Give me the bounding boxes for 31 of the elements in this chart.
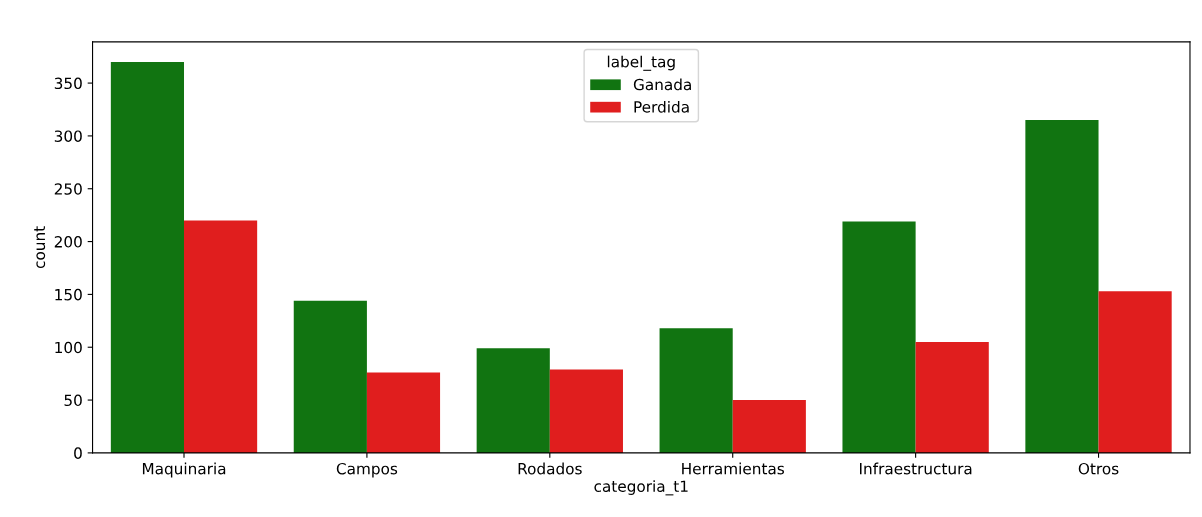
bar bbox=[293, 300, 367, 453]
bar bbox=[184, 220, 258, 453]
bar bbox=[110, 61, 185, 453]
bar bbox=[549, 369, 623, 453]
y-axis-title: count bbox=[34, 226, 46, 269]
y-tick-label: 250 bbox=[54, 183, 82, 195]
bar bbox=[659, 328, 733, 453]
bar bbox=[476, 348, 550, 453]
bar bbox=[732, 400, 806, 453]
x-tick-label: Maquinaria bbox=[142, 462, 226, 478]
bar bbox=[366, 372, 441, 453]
x-tick-label: Rodados bbox=[518, 462, 582, 475]
x-tick-label: Infraestructura bbox=[860, 462, 972, 475]
y-tick-label: 200 bbox=[54, 236, 82, 248]
y-tick-label: 50 bbox=[64, 394, 82, 407]
bar bbox=[842, 221, 916, 453]
y-tick-label: 0 bbox=[74, 447, 82, 459]
bar bbox=[1098, 291, 1172, 453]
x-tick-label: Campos bbox=[336, 462, 398, 478]
bar bbox=[1025, 120, 1099, 453]
y-tick-label: 150 bbox=[55, 288, 82, 301]
x-axis-title: categoria_t1 bbox=[594, 480, 688, 496]
y-tick-label: 300 bbox=[54, 130, 82, 142]
legend-label: Perdida bbox=[634, 100, 689, 113]
legend-title: label_tag bbox=[607, 55, 675, 71]
x-tick-label: Herramientas bbox=[682, 462, 785, 475]
bar bbox=[915, 341, 989, 453]
x-tick-label: Otros bbox=[1078, 462, 1119, 475]
y-tick-label: 100 bbox=[55, 341, 82, 354]
legend-label: Ganada bbox=[633, 78, 691, 91]
y-tick-label: 350 bbox=[54, 77, 82, 90]
